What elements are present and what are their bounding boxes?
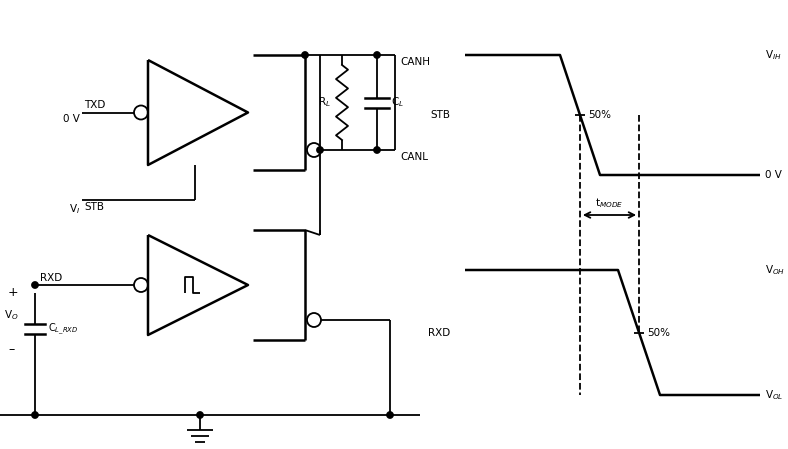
Text: RXD: RXD — [428, 327, 450, 338]
Circle shape — [32, 411, 39, 418]
Text: V$_I$: V$_I$ — [69, 202, 80, 216]
Circle shape — [386, 411, 393, 418]
Text: V$_O$: V$_O$ — [4, 308, 19, 322]
Text: t$_{MODE}$: t$_{MODE}$ — [596, 196, 623, 210]
Circle shape — [374, 146, 381, 154]
Text: RXD: RXD — [40, 273, 62, 283]
Text: STB: STB — [430, 110, 450, 120]
Text: 0 V: 0 V — [63, 114, 80, 124]
Text: TXD: TXD — [84, 101, 106, 110]
Text: V$_{IH}$: V$_{IH}$ — [765, 48, 782, 62]
Circle shape — [374, 52, 381, 58]
Circle shape — [196, 411, 203, 418]
Text: C$_L$: C$_L$ — [391, 96, 404, 110]
Circle shape — [302, 52, 308, 58]
Text: 0 V: 0 V — [765, 170, 782, 180]
Text: CANL: CANL — [400, 152, 428, 162]
Text: CANH: CANH — [400, 57, 430, 67]
Circle shape — [317, 146, 324, 154]
Text: 50%: 50% — [647, 327, 670, 338]
Text: V$_{OL}$: V$_{OL}$ — [765, 388, 783, 402]
Text: 50%: 50% — [588, 110, 611, 120]
Text: V$_{OH}$: V$_{OH}$ — [765, 263, 785, 277]
Circle shape — [32, 282, 39, 289]
Text: +: + — [8, 286, 19, 299]
Text: –: – — [8, 343, 14, 357]
Text: STB: STB — [84, 202, 104, 212]
Text: C$_{L\_RXD}$: C$_{L\_RXD}$ — [48, 321, 79, 337]
Text: R$_L$: R$_L$ — [318, 95, 330, 109]
